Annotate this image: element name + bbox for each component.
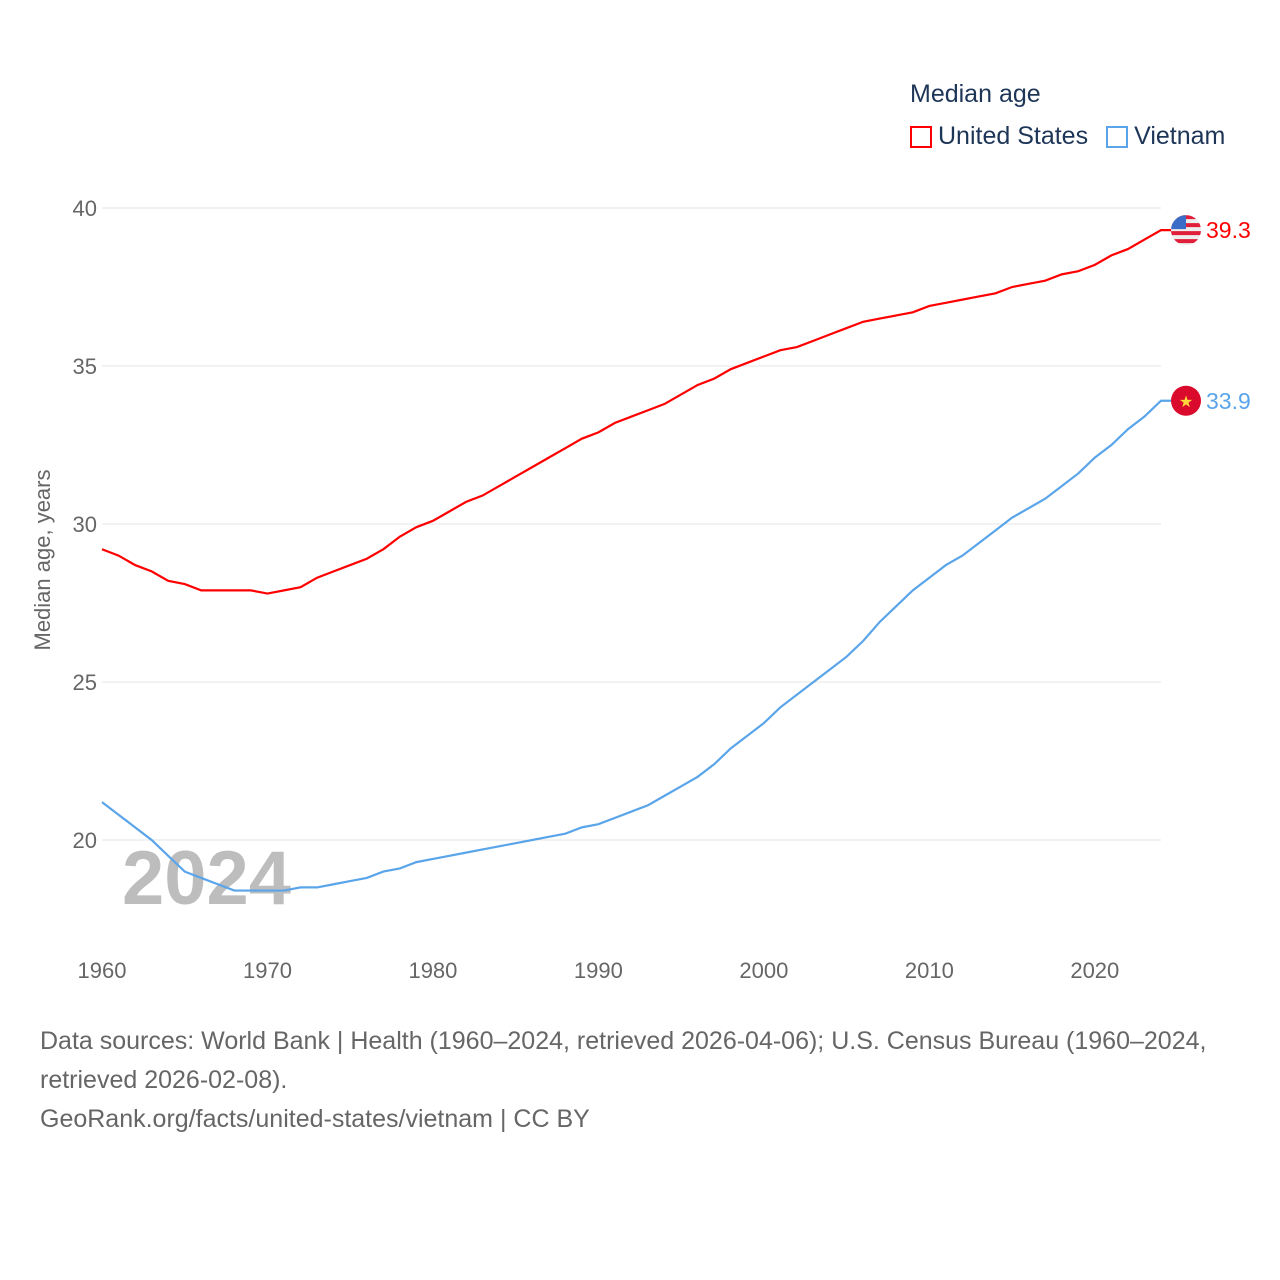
y-axis-label: Median age, years bbox=[30, 470, 55, 651]
y-axis-ticks: 20 25 30 35 40 bbox=[73, 196, 97, 853]
grid-lines bbox=[102, 207, 1161, 841]
y-tick-label: 20 bbox=[73, 828, 97, 853]
x-tick-label: 2010 bbox=[905, 958, 954, 983]
x-tick-label: 2020 bbox=[1070, 958, 1119, 983]
legend-item-vietnam[interactable]: Vietnam bbox=[1106, 122, 1225, 151]
x-axis-ticks: 1960 1970 1980 1990 2000 2010 2020 bbox=[78, 958, 1120, 983]
legend: United States Vietnam bbox=[910, 122, 1225, 151]
x-tick-label: 2000 bbox=[739, 958, 788, 983]
y-tick-label: 25 bbox=[73, 670, 97, 695]
legend-swatch-vietnam bbox=[1106, 125, 1129, 148]
data-sources: Data sources: World Bank | Health (1960–… bbox=[40, 1027, 1207, 1094]
series-line-united-states bbox=[101, 229, 1172, 595]
x-tick-label: 1960 bbox=[78, 958, 127, 983]
y-tick-label: 35 bbox=[73, 354, 97, 379]
end-labels: 39.3 ★ 33.9 bbox=[1171, 215, 1251, 416]
y-tick-label: 30 bbox=[73, 512, 97, 537]
legend-label: United States bbox=[938, 122, 1089, 150]
end-value-label: 33.9 bbox=[1206, 388, 1251, 414]
x-tick-label: 1980 bbox=[408, 958, 457, 983]
series-line-vietnam bbox=[101, 399, 1172, 892]
vietnam-flag-icon: ★ bbox=[1171, 385, 1201, 416]
credit-link[interactable]: GeoRank.org/facts/united-states/vietnam … bbox=[40, 1105, 590, 1133]
legend-swatch-united-states bbox=[910, 125, 932, 148]
series-lines bbox=[101, 229, 1172, 892]
timeline-year-label: 2024 bbox=[122, 836, 291, 921]
end-value-label: 39.3 bbox=[1206, 217, 1251, 243]
x-tick-label: 1970 bbox=[243, 958, 292, 983]
svg-text:★: ★ bbox=[1179, 394, 1193, 411]
legend-label: Vietnam bbox=[1134, 122, 1226, 150]
footer: Data sources: World Bank | Health (1960–… bbox=[40, 1022, 1250, 1139]
legend-title: Median age bbox=[910, 80, 1041, 108]
y-tick-label: 40 bbox=[73, 196, 97, 221]
us-flag-icon bbox=[1171, 215, 1201, 246]
legend-item-united-states[interactable]: United States bbox=[910, 122, 1088, 151]
x-tick-label: 1990 bbox=[574, 958, 623, 983]
